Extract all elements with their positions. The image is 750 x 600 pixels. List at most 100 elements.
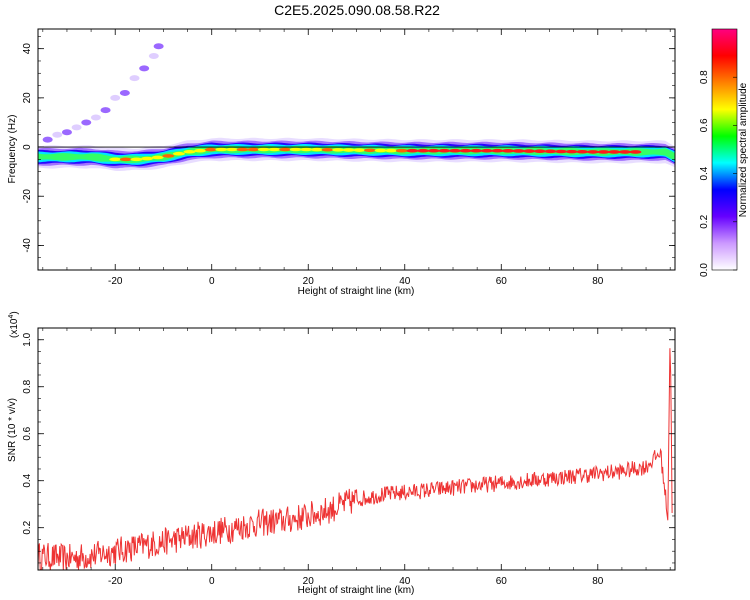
- spectrogram-x-label: Height of straight line (km): [298, 286, 415, 297]
- ridge-peak: [130, 157, 143, 162]
- y-tick-label: 1.0: [22, 332, 33, 346]
- colorbar-tick-label: 0.2: [699, 214, 710, 228]
- ridge-peak: [151, 155, 164, 160]
- ridge-peak: [141, 156, 154, 161]
- ridge-peak: [183, 149, 196, 154]
- colorbar-tick-label: 0.4: [699, 166, 710, 180]
- x-tick-label: 40: [399, 576, 411, 587]
- snr-y-ticks: 0.2 0.4 0.6 0.8 1.0: [22, 327, 675, 564]
- ridge-peak: [427, 148, 440, 153]
- ridge-peak: [470, 148, 483, 153]
- ridge-peak: [172, 151, 185, 156]
- ridge-peak: [629, 150, 642, 154]
- y-tick-label: 20: [22, 92, 33, 104]
- ridge-peak: [162, 154, 175, 158]
- ridge-peak: [502, 149, 515, 153]
- ridge-peak: [523, 149, 536, 153]
- ridge-peak: [491, 148, 504, 153]
- noise-blob: [81, 119, 92, 126]
- spectrogram-heatmap: [38, 43, 675, 171]
- ridge-peak: [321, 147, 334, 152]
- ridge-peak: [279, 147, 292, 152]
- x-tick-label: 20: [303, 276, 315, 287]
- noise-blob: [100, 107, 111, 114]
- noise-blob: [52, 131, 63, 138]
- y-tick-label: 0.4: [22, 473, 33, 487]
- x-tick-label: 40: [399, 276, 411, 287]
- y-tick-label: 0.8: [22, 379, 33, 393]
- ridge-peak: [364, 148, 377, 153]
- y-tick-label: -40: [22, 238, 33, 253]
- noise-blob: [110, 94, 121, 101]
- x-tick-label: 20: [303, 576, 315, 587]
- ridge-peak: [247, 147, 260, 152]
- ridge-peak: [215, 147, 228, 152]
- snr-y-label: SNR (10 * v/v): [7, 398, 18, 462]
- ridge-peak: [448, 148, 461, 153]
- ridge-peak: [204, 147, 217, 152]
- ridge-peak: [459, 148, 472, 153]
- spectrogram-x-ticks: -20 0 20 40 60 80: [42, 29, 671, 287]
- y-tick-label: 40: [22, 43, 33, 55]
- ridge-peak: [289, 147, 302, 152]
- spectrogram-y-label: Frequency (Hz): [7, 115, 18, 184]
- colorbar-tick-label: 0.6: [699, 118, 710, 132]
- x-tick-label: 60: [496, 276, 508, 287]
- x-tick-label: 0: [209, 576, 215, 587]
- scale-note-base: (x10: [9, 318, 20, 338]
- snr-x-ticks: -20 0 20 40 60 80: [42, 328, 671, 587]
- ridge-peak: [225, 147, 238, 152]
- ridge-peak: [576, 149, 589, 154]
- colorbar-tick-label: 0.0: [699, 263, 710, 277]
- noise-blob: [153, 43, 164, 50]
- colorbar-ticks: 0.0 0.2 0.4 0.6 0.8: [699, 70, 737, 277]
- ridge-peak: [533, 149, 546, 154]
- chart-title: C2E5.2025.090.08.58.R22: [274, 2, 440, 18]
- ridge-peak: [353, 148, 366, 152]
- x-tick-label: -20: [108, 576, 123, 587]
- ridge-peak: [342, 148, 355, 152]
- x-tick-label: 80: [592, 576, 604, 587]
- ridge-peak: [257, 147, 270, 152]
- noise-blob: [119, 89, 130, 96]
- noise-blob: [90, 114, 101, 121]
- noise-blob: [148, 53, 159, 60]
- ridge-peak: [417, 148, 430, 153]
- ridge-peak: [565, 149, 578, 154]
- scale-note-exponent: 4: [8, 315, 15, 319]
- colorbar: 0.0 0.2 0.4 0.6 0.8 Normalized spectral ampl…: [699, 28, 749, 277]
- noise-blob: [61, 129, 72, 136]
- spectrogram-y-ticks: -40 -20 0 20 40: [22, 36, 675, 271]
- colorbar-bar: [711, 28, 738, 271]
- ridge-peak: [310, 147, 323, 152]
- noise-blob: [139, 65, 150, 72]
- ridge-peak: [119, 157, 132, 162]
- snr-panel: -20 0 20 40 60 80 0.2 0.4 0.6 0.8 1.0 Height of s…: [7, 311, 676, 596]
- ridge-peak: [512, 149, 525, 153]
- x-tick-label: 80: [592, 276, 604, 287]
- colorbar-label: Normalized spectral amplitude: [738, 82, 749, 217]
- ridge-peak: [194, 148, 207, 153]
- snr-scale-note: (x104): [8, 311, 20, 338]
- ridge-peak: [395, 148, 408, 153]
- ridge-peak: [374, 148, 387, 153]
- ridge-peak: [300, 147, 313, 152]
- spectrogram-panel: -20 0 20 40 60 80 -40 -20 0 20 40 Height of strai…: [7, 28, 676, 297]
- svg-text:(x104): (x104): [8, 311, 20, 338]
- ridge-peak: [438, 148, 451, 153]
- y-tick-label: -20: [22, 189, 33, 204]
- ridge-peak: [608, 150, 621, 154]
- colorbar-tick-label: 0.8: [699, 70, 710, 84]
- noise-blob: [42, 136, 53, 143]
- ridge-peak: [332, 148, 345, 152]
- ridge-peak: [268, 147, 281, 152]
- y-tick-label: 0.6: [22, 426, 33, 440]
- y-tick-label: 0: [22, 144, 33, 150]
- snr-plot-area: [38, 328, 675, 570]
- ridge-peak: [555, 149, 568, 154]
- ridge-peak: [385, 148, 398, 153]
- ridge-peak: [109, 157, 122, 162]
- y-tick-label: 0.2: [22, 520, 33, 534]
- x-tick-label: 0: [209, 276, 215, 287]
